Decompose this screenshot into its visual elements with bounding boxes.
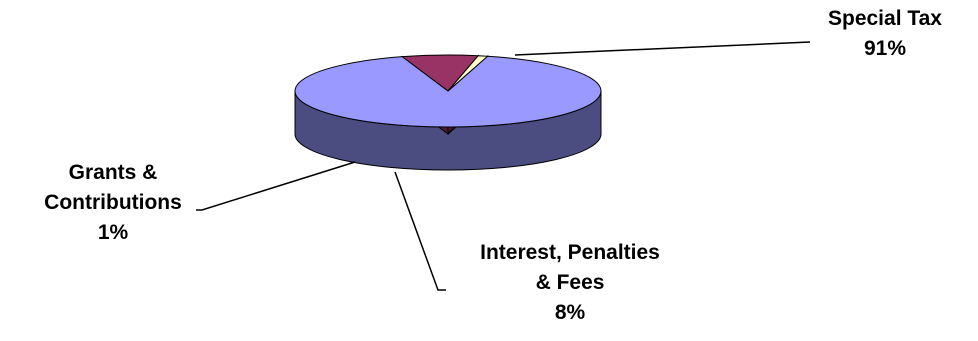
label-line: Contributions: [44, 191, 182, 214]
label-interest-penalties-fees: Interest, Penalties & Fees 8%: [440, 238, 700, 328]
label-percent: 8%: [554, 301, 586, 324]
leader-lines: [196, 41, 811, 291]
label-line: Grants &: [68, 161, 158, 184]
label-special-tax: Special Tax 91%: [800, 4, 970, 64]
label-line: & Fees: [535, 271, 605, 294]
leader-grants-contributions: [196, 161, 356, 211]
leader-interest-penalties-fees: [394, 171, 446, 291]
slice-special-tax-top: [294, 55, 602, 128]
label-line: Special Tax: [827, 7, 942, 30]
slice-grants-contributions-top: [447, 55, 489, 92]
label-grants-contributions: Grants & Contributions 1%: [28, 158, 198, 248]
label-percent: 1%: [97, 221, 129, 244]
label-percent: 91%: [863, 37, 907, 60]
leader-special-tax: [514, 41, 811, 56]
label-line: Interest, Penalties: [480, 241, 660, 264]
pie-tops: [294, 54, 602, 128]
